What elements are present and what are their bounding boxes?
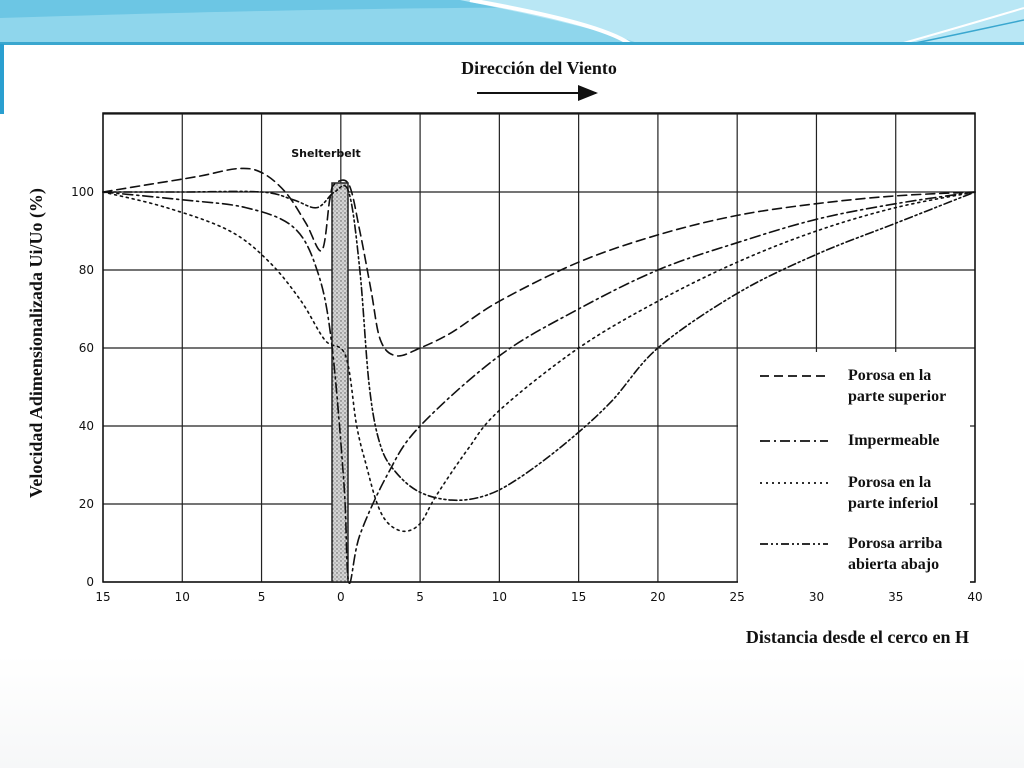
- legend-label: Porosa arriba: [848, 535, 942, 552]
- x-tick-label: 10: [492, 590, 507, 604]
- y-axis-ticks: 0 20 40 60 80 100: [71, 185, 94, 589]
- x-tick-label: 15: [571, 590, 586, 604]
- series-line: [102, 191, 976, 533]
- legend-label-line2: parte inferiol: [848, 495, 939, 512]
- slide-footer-area: [0, 655, 1024, 768]
- legend-label-line2: abierta abajo: [848, 556, 939, 573]
- x-tick-label: 0: [337, 590, 345, 604]
- y-tick-label: 60: [79, 341, 94, 355]
- y-tick-label: 0: [86, 575, 94, 589]
- legend-label-line2: parte superior: [848, 388, 946, 405]
- slide-left-accent: [0, 44, 4, 114]
- y-tick-label: 40: [79, 419, 94, 433]
- series-lines: [102, 167, 976, 585]
- legend: Porosa en la parte superior Impermeable Por…: [760, 367, 946, 573]
- y-tick-label: 100: [71, 185, 94, 199]
- series-line: [102, 191, 976, 585]
- x-tick-label: 25: [730, 590, 745, 604]
- x-axis-title: Distancia desde el cerco en H: [746, 627, 969, 647]
- plot-frame: [102, 112, 976, 583]
- legend-label: Porosa en la: [848, 474, 931, 491]
- slide-header-banner: [0, 0, 1024, 46]
- x-tick-label: 5: [416, 590, 424, 604]
- legend-box: [738, 352, 970, 584]
- x-tick-label: 30: [809, 590, 824, 604]
- legend-label: Porosa en la: [848, 367, 931, 384]
- x-tick-label: 5: [258, 590, 266, 604]
- y-tick-label: 20: [79, 497, 94, 511]
- chart: Dirección del Viento Shelterbelt 0 20 40 60…: [26, 58, 983, 647]
- shelterbelt-label: Shelterbelt: [291, 147, 361, 160]
- chart-title: Dirección del Viento: [461, 58, 617, 78]
- x-tick-label: 40: [967, 590, 982, 604]
- y-axis-title: Velocidad Adimensionalizada Ui/Uo (%): [26, 188, 47, 498]
- series-line: [102, 184, 976, 502]
- x-tick-label: 15: [95, 590, 110, 604]
- x-axis-ticks: 15 10 5 0 5 10 15 20 25 30 35 40: [95, 590, 982, 604]
- x-tick-label: 35: [888, 590, 903, 604]
- series-line: [102, 167, 976, 357]
- y-tick-label: 80: [79, 263, 94, 277]
- x-tick-label: 20: [650, 590, 665, 604]
- x-tick-label: 10: [175, 590, 190, 604]
- legend-label: Impermeable: [848, 432, 940, 449]
